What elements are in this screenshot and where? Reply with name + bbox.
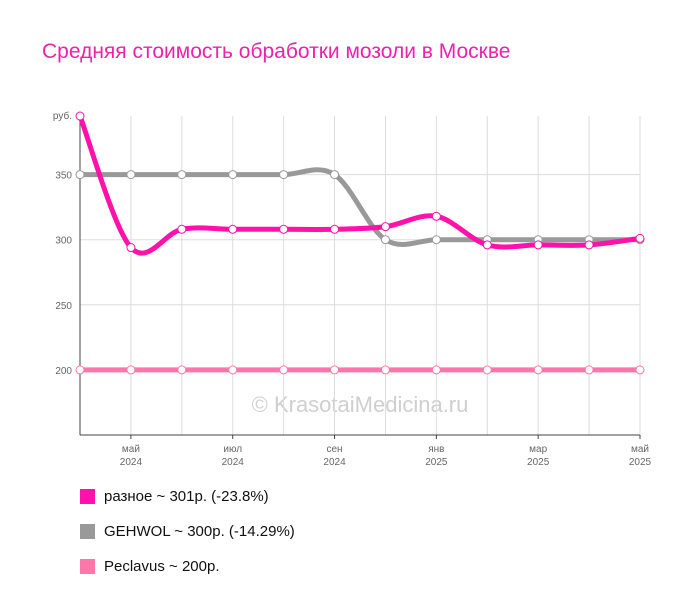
data-point-peclavus	[75, 365, 85, 375]
data-point-peclavus	[177, 365, 187, 375]
data-point-peclavus	[126, 365, 136, 375]
data-point-peclavus	[279, 365, 289, 375]
x-tick-year-label: 2024	[222, 457, 245, 468]
data-point-gehwol	[177, 170, 187, 180]
x-tick-year-label: 2025	[425, 457, 448, 468]
data-point-peclavus	[584, 365, 594, 375]
x-tick-label: сен	[326, 444, 342, 455]
data-point-peclavus	[482, 365, 492, 375]
legend-item-gehwol[interactable]: GEHWOL ~ 300р. (-14.29%)	[80, 520, 295, 542]
x-tick-year-label: 2024	[323, 457, 346, 468]
legend-swatch-raznoe	[80, 488, 95, 504]
legend-label-raznoe: разное ~ 301р. (-23.8%)	[104, 487, 269, 505]
y-tick-label: 300	[55, 236, 72, 247]
data-point-gehwol	[126, 170, 136, 180]
legend-item-peclavus[interactable]: Peclavus ~ 200р.	[80, 555, 295, 577]
data-point-разное	[177, 224, 187, 234]
series-line-разное	[77, 113, 643, 256]
data-point-gehwol	[228, 170, 238, 180]
data-point-gehwol	[75, 170, 85, 180]
data-point-разное	[380, 222, 390, 232]
data-point-gehwol	[330, 170, 340, 180]
series-line-gehwol	[77, 167, 643, 247]
x-tick-year-label: 2025	[629, 457, 652, 468]
data-point-разное	[126, 243, 136, 253]
data-point-peclavus	[380, 365, 390, 375]
data-point-peclavus	[228, 365, 238, 375]
data-point-разное	[431, 211, 441, 221]
data-point-разное	[228, 224, 238, 234]
data-point-peclavus	[533, 365, 543, 375]
x-tick-label: мар	[529, 444, 547, 455]
data-point-разное	[635, 233, 645, 243]
data-point-peclavus	[330, 365, 340, 375]
legend-item-raznoe[interactable]: разное ~ 301р. (-23.8%)	[80, 485, 295, 507]
data-point-разное	[330, 224, 340, 234]
legend-swatch-peclavus	[80, 558, 95, 574]
x-tick-year-label: 2025	[527, 457, 550, 468]
data-point-peclavus	[635, 365, 645, 375]
data-point-gehwol	[431, 235, 441, 245]
legend-label-gehwol: GEHWOL ~ 300р. (-14.29%)	[104, 522, 295, 540]
x-tick-label: май	[631, 444, 649, 455]
y-tick-label: 200	[55, 366, 72, 377]
legend: разное ~ 301р. (-23.8%) GEHWOL ~ 300р. (…	[80, 485, 295, 590]
data-point-разное	[279, 224, 289, 234]
data-point-разное	[584, 240, 594, 250]
data-point-gehwol	[279, 170, 289, 180]
legend-label-peclavus: Peclavus ~ 200р.	[104, 557, 220, 575]
x-tick-label: июл	[223, 444, 242, 455]
y-tick-label: 350	[55, 171, 72, 182]
data-point-разное	[533, 240, 543, 250]
data-point-gehwol	[380, 235, 390, 245]
y-tick-label: 250	[55, 301, 72, 312]
x-tick-label: янв	[428, 444, 444, 455]
legend-swatch-gehwol	[80, 523, 95, 539]
x-tick-year-label: 2024	[120, 457, 143, 468]
chart-title: Средняя стоимость обработки мозоли в Мос…	[42, 40, 511, 63]
data-point-peclavus	[431, 365, 441, 375]
data-point-разное	[75, 111, 85, 121]
watermark: © KrasotaiMedicina.ru	[252, 392, 469, 417]
x-tick-label: май	[122, 444, 140, 455]
data-point-разное	[482, 240, 492, 250]
y-axis-unit-label: руб.	[53, 110, 72, 122]
